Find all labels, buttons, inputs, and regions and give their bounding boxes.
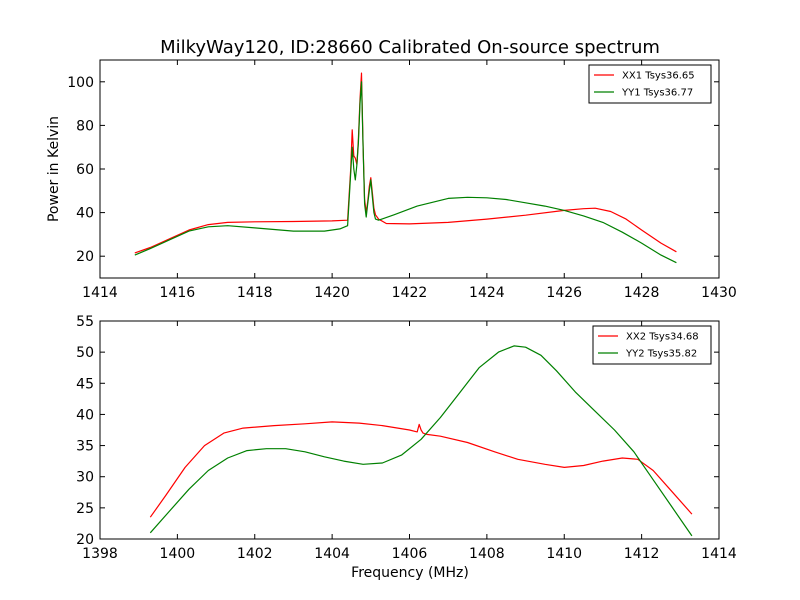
top-series-layer bbox=[134, 72, 677, 264]
series-line-2 bbox=[149, 345, 693, 537]
x-tick-label: 1404 bbox=[314, 546, 350, 562]
y-tick-label: 60 bbox=[76, 162, 94, 178]
x-tick-label: 1430 bbox=[701, 285, 737, 301]
x-axis-label: Frequency (MHz) bbox=[351, 565, 469, 581]
y-tick-label: 50 bbox=[76, 345, 94, 361]
top-ticks-layer: 1414 1416 1418 1420 1422 1424 1426 1428 1430 20 40… bbox=[67, 60, 737, 301]
x-tick-label: 1416 bbox=[160, 285, 196, 301]
x-tick-label: 1426 bbox=[546, 285, 582, 301]
x-tick-label: 1420 bbox=[314, 285, 350, 301]
y-tick-label: 35 bbox=[76, 439, 94, 455]
series-line-2 bbox=[134, 81, 677, 264]
bottom-series-layer bbox=[149, 345, 693, 537]
y-tick-label: 40 bbox=[76, 407, 94, 423]
x-tick-label: 1406 bbox=[392, 546, 428, 562]
top-panel: MilkyWay120, ID:28660 Calibrated On-sour… bbox=[46, 37, 737, 301]
legend-label: YY2 Tsys35.82 bbox=[625, 349, 697, 360]
y-tick-label: 20 bbox=[76, 532, 94, 548]
y-tick-label: 45 bbox=[76, 376, 94, 392]
x-tick-label: 1412 bbox=[624, 546, 660, 562]
bottom-ticks-layer: 1398 1400 1402 1404 1406 1408 1410 1412 1414 20 25… bbox=[76, 314, 737, 562]
x-tick-label: 1422 bbox=[392, 285, 428, 301]
x-tick-label: 1414 bbox=[82, 285, 118, 301]
legend-label: YY1 Tsys36.77 bbox=[621, 88, 693, 99]
legend-label: XX1 Tsys36.65 bbox=[622, 71, 695, 82]
y-tick-label: 20 bbox=[76, 249, 94, 265]
y-tick-label: 100 bbox=[67, 75, 94, 91]
top-legend: XX1 Tsys36.65 YY1 Tsys36.77 bbox=[588, 64, 712, 104]
x-tick-label: 1410 bbox=[546, 546, 582, 562]
bottom-panel: Frequency (MHz) 1398 1400 1402 1404 1406 1408… bbox=[76, 314, 737, 581]
y-tick-label: 40 bbox=[76, 206, 94, 222]
x-tick-label: 1414 bbox=[701, 546, 737, 562]
x-tick-label: 1398 bbox=[82, 546, 118, 562]
y-tick-label: 30 bbox=[76, 470, 94, 486]
y-tick-label: 55 bbox=[76, 314, 94, 330]
x-tick-label: 1408 bbox=[469, 546, 505, 562]
legend-box bbox=[592, 325, 712, 365]
x-tick-label: 1424 bbox=[469, 285, 505, 301]
legend-box bbox=[588, 64, 712, 104]
x-tick-label: 1402 bbox=[237, 546, 273, 562]
x-tick-label: 1418 bbox=[237, 285, 273, 301]
x-tick-label: 1428 bbox=[624, 285, 660, 301]
chart-title: MilkyWay120, ID:28660 Calibrated On-sour… bbox=[160, 37, 660, 58]
legend-label: XX2 Tsys34.68 bbox=[626, 332, 699, 343]
bottom-legend: XX2 Tsys34.68 YY2 Tsys35.82 bbox=[592, 325, 712, 365]
y-axis-label: Power in Kelvin bbox=[46, 116, 62, 222]
x-tick-label: 1400 bbox=[160, 546, 196, 562]
y-tick-label: 25 bbox=[76, 501, 94, 517]
y-tick-label: 80 bbox=[76, 118, 94, 134]
series-line-1 bbox=[149, 421, 693, 518]
